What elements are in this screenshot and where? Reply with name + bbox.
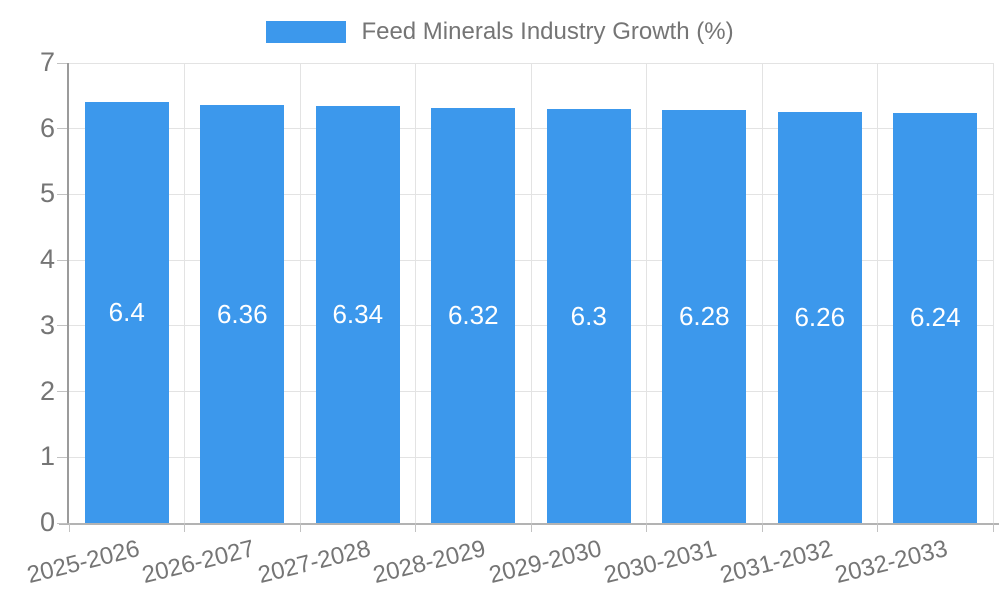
x-tick-label: 2025-2026 <box>24 535 143 589</box>
legend-swatch <box>266 21 347 43</box>
y-tick <box>57 325 67 327</box>
bar[interactable]: 6.36 <box>200 105 285 523</box>
x-tick <box>184 523 185 532</box>
grid-line-v <box>992 63 994 523</box>
y-tick <box>57 62 67 64</box>
grid-line-v <box>184 63 185 523</box>
bar[interactable]: 6.32 <box>431 107 516 523</box>
y-axis-line <box>67 63 69 523</box>
x-tick-label: 2028-2029 <box>370 535 489 589</box>
y-tick-label: 1 <box>39 441 55 472</box>
grid-line-v <box>415 63 416 523</box>
bar-value-label: 6.3 <box>570 300 607 331</box>
y-tick <box>57 259 67 261</box>
x-axis-line <box>59 523 999 525</box>
y-tick-label: 3 <box>39 309 55 340</box>
grid-line-v <box>530 63 532 523</box>
grid-line-v <box>761 63 763 523</box>
bar[interactable]: 6.34 <box>315 106 400 523</box>
y-tick-label: 4 <box>39 244 55 275</box>
bar-value-label: 6.28 <box>678 301 730 332</box>
x-tick <box>992 523 994 532</box>
x-tick <box>877 523 878 532</box>
y-tick <box>57 456 67 458</box>
bar-value-label: 6.24 <box>909 302 961 333</box>
bar-value-label: 6.26 <box>794 301 846 332</box>
y-tick <box>57 128 67 130</box>
x-tick <box>530 523 532 532</box>
bar[interactable]: 6.26 <box>777 111 862 523</box>
x-tick-label: 2031-2032 <box>717 535 836 589</box>
grid-line-v <box>877 63 878 523</box>
x-tick <box>761 523 763 532</box>
bar[interactable]: 6.3 <box>546 109 631 523</box>
y-tick <box>57 522 67 524</box>
x-tick-label: 2027-2028 <box>255 535 374 589</box>
y-tick <box>57 193 67 195</box>
bar[interactable]: 6.28 <box>662 110 747 523</box>
y-tick <box>57 391 67 393</box>
bar[interactable]: 6.4 <box>84 102 169 523</box>
x-tick <box>299 523 301 532</box>
bar[interactable]: 6.24 <box>893 112 978 523</box>
bar-value-label: 6.36 <box>216 298 268 329</box>
x-tick-label: 2030-2031 <box>601 535 720 589</box>
x-tick <box>646 523 647 532</box>
y-tick-label: 2 <box>39 375 55 406</box>
y-tick-label: 7 <box>39 46 55 77</box>
y-tick-label: 5 <box>39 178 55 209</box>
x-tick <box>68 523 70 532</box>
bar-value-label: 6.34 <box>332 299 384 330</box>
x-tick <box>415 523 416 532</box>
grid-line-v <box>646 63 647 523</box>
bar-value-label: 6.4 <box>108 297 145 328</box>
y-tick-label: 6 <box>39 112 55 143</box>
x-tick-label: 2026-2027 <box>139 535 258 589</box>
y-tick-label: 0 <box>39 506 55 537</box>
bar-value-label: 6.32 <box>447 299 499 330</box>
grid-line-v <box>299 63 301 523</box>
chart-title: Feed Minerals Industry Growth (%) <box>361 18 734 45</box>
x-tick-label: 2032-2033 <box>832 535 951 589</box>
x-tick-label: 2029-2030 <box>486 535 605 589</box>
chart-legend[interactable]: Feed Minerals Industry Growth (%) <box>0 18 1000 46</box>
plot-area: 0 1 2 3 4 5 6 7 2025-2026 2026-2027 2027-2028 2028-… <box>24 48 999 589</box>
